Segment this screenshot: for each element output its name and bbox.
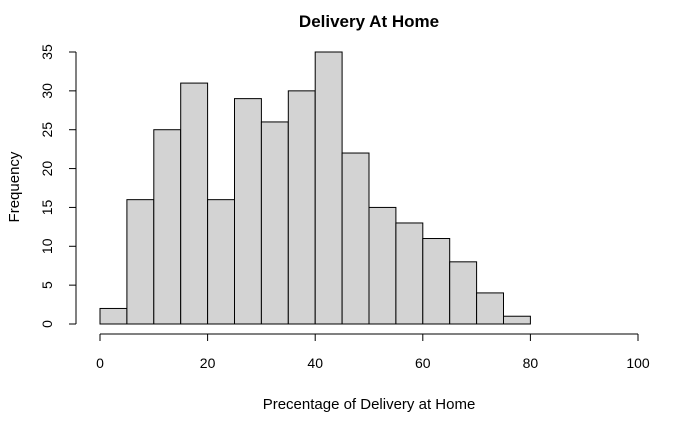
x-tick-label-0: 0 xyxy=(96,355,104,371)
x-tick-label-20: 20 xyxy=(200,355,216,371)
bar-15-20 xyxy=(180,82,209,325)
bar-40-45 xyxy=(314,51,343,325)
x-tick-label-100: 100 xyxy=(626,355,650,371)
y-axis-label: Frequency xyxy=(6,151,23,222)
bar-5-10 xyxy=(126,199,155,325)
y-tick-label-30: 30 xyxy=(39,83,55,99)
y-tick-label-25: 25 xyxy=(39,122,55,138)
y-tick-label-20: 20 xyxy=(39,161,55,177)
bar-20-25 xyxy=(207,199,236,325)
bar-65-70 xyxy=(449,261,478,325)
bar-50-55 xyxy=(368,206,397,325)
bar-70-75 xyxy=(476,292,505,325)
y-tick-label-35: 35 xyxy=(39,44,55,60)
x-tick-label-60: 60 xyxy=(415,355,431,371)
bar-55-60 xyxy=(395,222,424,325)
y-axis: 0 5 10 15 20 25 30 35 xyxy=(39,44,77,328)
bar-10-15 xyxy=(153,129,182,325)
bar-45-50 xyxy=(341,152,370,325)
histogram-bars xyxy=(99,51,531,325)
bar-30-35 xyxy=(260,121,289,325)
bar-35-40 xyxy=(287,90,316,325)
chart-title: Delivery At Home xyxy=(299,12,439,31)
bar-0-5 xyxy=(99,307,128,325)
y-tick-label-5: 5 xyxy=(39,281,55,289)
y-tick-label-15: 15 xyxy=(39,199,55,215)
bar-60-65 xyxy=(422,238,451,325)
x-tick-label-80: 80 xyxy=(523,355,539,371)
bar-75-80 xyxy=(503,315,531,325)
y-tick-label-10: 10 xyxy=(39,238,55,254)
x-tick-label-40: 40 xyxy=(307,355,323,371)
x-axis: 0 20 40 60 80 100 xyxy=(96,333,650,371)
x-axis-label: Precentage of Delivery at Home xyxy=(263,396,476,413)
y-tick-label-0: 0 xyxy=(39,320,55,328)
bar-25-30 xyxy=(234,98,262,325)
